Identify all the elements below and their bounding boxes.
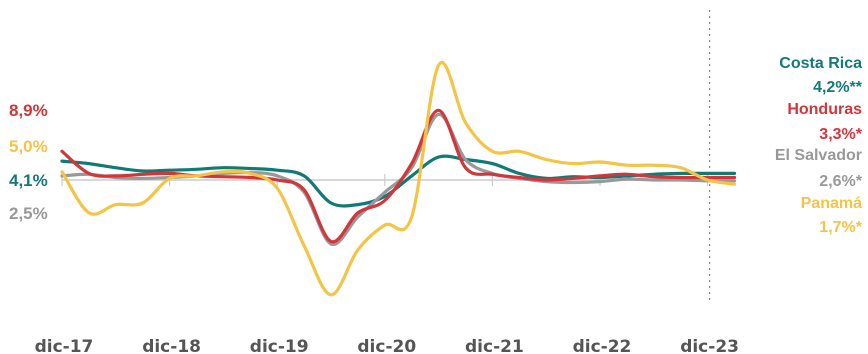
x-tick-label: dic-18 [142,337,201,354]
x-tick-labels: dic-17 dic-18 dic-19 dic-20 dic-21 dic-22 dic-… [35,337,739,354]
start-value-labels: 8,9% 5,0% 4,1% 2,5% [9,101,48,223]
end-label-value-el-salvador: 2,6%* [819,173,862,190]
x-tick-label: dic-20 [357,337,416,354]
x-tick-label: dic-22 [573,337,632,354]
series-lines [60,61,737,297]
end-label-value-honduras: 3,3%* [819,126,862,143]
end-labels: Costa Rica 4,2%** Honduras 3,3%* El Salvador… [775,55,863,236]
start-label-el-salvador: 2,5% [9,204,48,223]
x-tick-label: dic-19 [250,337,309,354]
end-label-name-costa-rica: Costa Rica [779,55,862,72]
series-line-panama [60,61,737,297]
end-label-name-panama: Panamá [801,195,862,212]
start-label-costa-rica: 4,1% [9,171,48,190]
end-label-value-costa-rica: 4,2%** [813,79,863,96]
x-tick-label: dic-23 [680,337,739,354]
start-label-honduras: 8,9% [9,101,48,120]
end-label-value-panama: 1,7%* [819,219,862,236]
x-tick-label: dic-21 [465,337,524,354]
end-label-name-el-salvador: El Salvador [775,147,862,164]
series-line-honduras [60,108,737,244]
x-tick-label: dic-17 [35,337,94,354]
end-label-name-honduras: Honduras [787,101,862,118]
start-label-panama: 5,0% [9,137,48,156]
